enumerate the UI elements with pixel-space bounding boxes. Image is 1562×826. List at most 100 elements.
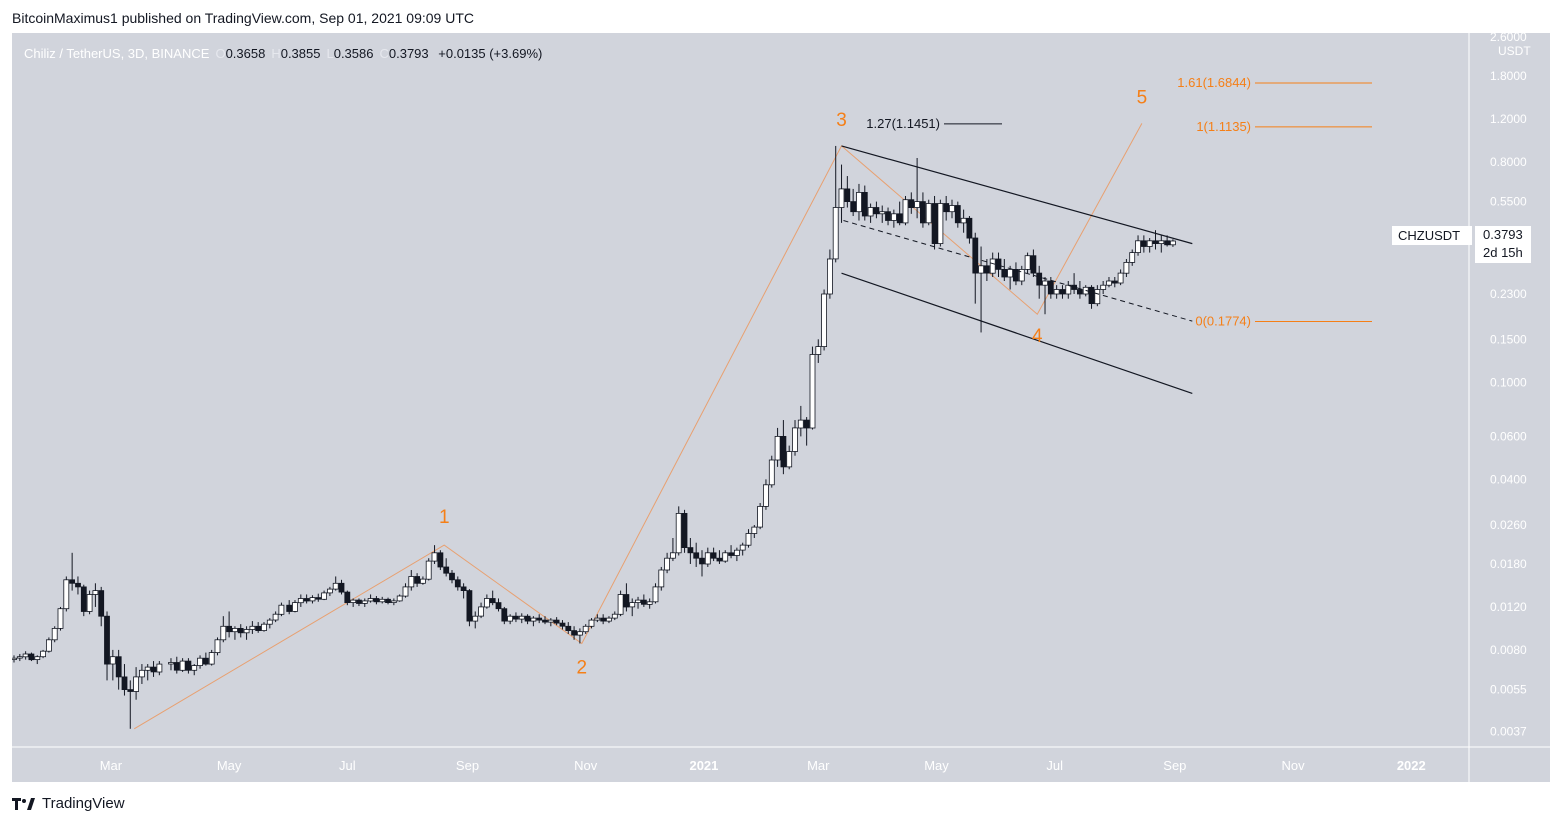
candle-body bbox=[1013, 268, 1019, 282]
footer: TradingView bbox=[12, 795, 125, 812]
candle-body bbox=[879, 211, 886, 215]
candle-body bbox=[960, 217, 967, 224]
tradingview-logo-icon bbox=[12, 797, 35, 810]
candle-body bbox=[1077, 289, 1083, 295]
candle-body bbox=[150, 666, 157, 673]
candle-body bbox=[489, 598, 496, 604]
candle-body bbox=[286, 604, 293, 612]
candle-body bbox=[185, 660, 192, 671]
candle-body bbox=[104, 615, 110, 665]
candle-body bbox=[571, 630, 577, 636]
price-tick-label: 1.8000 bbox=[1490, 69, 1527, 83]
candle-body bbox=[86, 594, 93, 612]
candle-body bbox=[191, 665, 198, 671]
candle-body bbox=[827, 258, 833, 295]
legend-close: 0.3793 bbox=[388, 46, 429, 61]
candle-body bbox=[978, 265, 984, 274]
candle-body bbox=[734, 549, 740, 556]
fib-level-label: 1.61(1.6844) bbox=[1177, 75, 1251, 90]
candle-body bbox=[133, 676, 139, 692]
candle-body bbox=[443, 566, 450, 574]
candle-body bbox=[249, 625, 256, 630]
candle-body bbox=[414, 576, 421, 584]
candle-body bbox=[710, 552, 717, 559]
candle-body bbox=[379, 598, 386, 603]
candle-body bbox=[693, 552, 700, 559]
candle-body bbox=[478, 606, 485, 617]
candle-body bbox=[681, 512, 688, 548]
time-tick-label: Nov bbox=[1282, 758, 1306, 773]
candle-body bbox=[1036, 272, 1043, 286]
candle-body bbox=[891, 213, 897, 221]
candle-body bbox=[716, 557, 723, 562]
fib-levels: 1.61(1.6844) 1(1.1135) 0(0.1774) 1.27(1.145… bbox=[866, 75, 1372, 329]
legend-symbol: Chiliz / TetherUS, 3D, BINANCE bbox=[24, 46, 210, 61]
candle-body bbox=[109, 656, 116, 665]
candle-body bbox=[954, 205, 961, 224]
candle-body bbox=[139, 669, 145, 678]
legend-close-key: C bbox=[379, 46, 389, 61]
candle-body bbox=[1100, 284, 1107, 290]
candle-body bbox=[966, 217, 973, 239]
candle-body bbox=[908, 199, 915, 208]
time-tick-label: Sep bbox=[456, 758, 479, 773]
candle-body bbox=[315, 597, 322, 600]
channel-lower-line bbox=[841, 272, 1193, 394]
candle-body bbox=[390, 600, 397, 604]
symbol-price-tag: CHZUSDT bbox=[1392, 226, 1472, 245]
candle-body bbox=[582, 625, 589, 633]
candle-body bbox=[949, 205, 955, 213]
price-tick-label: 0.0600 bbox=[1490, 429, 1527, 443]
price-tick-label: 0.8000 bbox=[1490, 155, 1527, 169]
chart-svg[interactable]: 1.61(1.6844) 1(1.1135) 0(0.1774) 1.27(1.145… bbox=[12, 33, 1550, 782]
candle-body bbox=[914, 201, 920, 208]
candle-body bbox=[278, 604, 285, 615]
candles bbox=[12, 145, 1176, 729]
candle-body bbox=[838, 188, 845, 208]
candle-body bbox=[115, 656, 122, 678]
candle-body bbox=[51, 628, 58, 641]
candle-body bbox=[606, 617, 612, 622]
wave-label-3: 3 bbox=[836, 110, 847, 131]
candle-body bbox=[1123, 261, 1130, 274]
candle-body bbox=[338, 582, 345, 593]
candle-body bbox=[792, 427, 798, 452]
legend-open: 0.3658 bbox=[225, 46, 266, 61]
time-tick-label: Mar bbox=[807, 758, 830, 773]
wave-label-5: 5 bbox=[1137, 87, 1148, 108]
candle-body bbox=[483, 598, 490, 608]
time-axis[interactable]: Mar May Jul Sep Nov 2021 Mar May Jul Sep Nov 2022 bbox=[100, 758, 1426, 773]
chart-area[interactable]: 1.61(1.6844) 1(1.1135) 0(0.1774) 1.27(1.145… bbox=[12, 33, 1550, 782]
candle-body bbox=[449, 572, 455, 581]
candle-body bbox=[121, 676, 128, 691]
candle-body bbox=[728, 552, 734, 556]
candle-body bbox=[553, 619, 560, 624]
candle-body bbox=[408, 576, 415, 588]
candle-body bbox=[786, 451, 793, 468]
candle-body bbox=[559, 622, 566, 627]
legend-low: 0.3586 bbox=[333, 46, 374, 61]
candle-body bbox=[202, 657, 209, 665]
legend-high-key: H bbox=[271, 46, 281, 61]
candle-body bbox=[873, 207, 880, 215]
legend-open-key: O bbox=[215, 46, 226, 61]
candle-body bbox=[292, 602, 298, 612]
candle-body bbox=[92, 590, 99, 595]
candle-body bbox=[332, 582, 339, 590]
candle-body bbox=[896, 213, 903, 224]
candle-body bbox=[326, 588, 333, 594]
candle-body bbox=[1158, 240, 1165, 245]
candle-body bbox=[699, 557, 705, 565]
candle-body bbox=[768, 459, 775, 486]
candle-body bbox=[297, 598, 304, 604]
candle-body bbox=[763, 484, 769, 507]
candle-body bbox=[861, 191, 868, 217]
fib-level-label: 0(0.1774) bbox=[1195, 314, 1251, 329]
candle-body bbox=[972, 237, 979, 274]
channel-middle-line bbox=[843, 220, 1193, 322]
candle-body bbox=[536, 617, 543, 621]
candle-body bbox=[687, 547, 694, 554]
price-tick-label: 0.2300 bbox=[1490, 287, 1527, 301]
candle-body bbox=[937, 203, 944, 244]
